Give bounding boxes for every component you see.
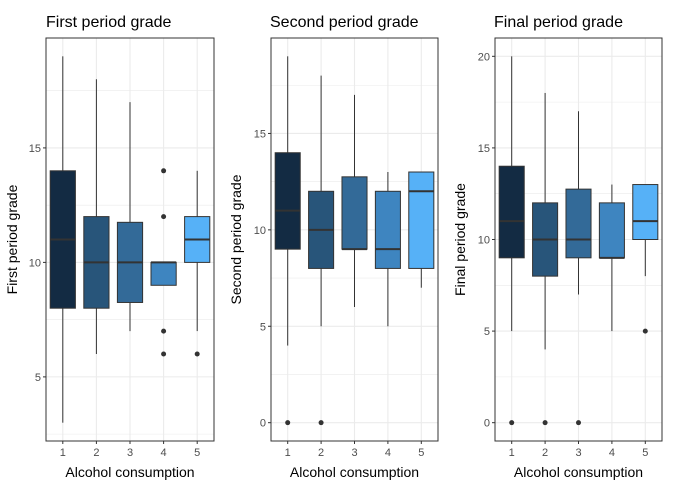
- outlier-point: [509, 420, 515, 426]
- y-tick-label: 5: [484, 326, 490, 338]
- x-tick-label: 5: [642, 447, 648, 459]
- x-axis-label: Alcohol consumption: [514, 464, 643, 480]
- x-tick-label: 1: [509, 447, 515, 459]
- outlier-point: [161, 214, 167, 220]
- y-tick-label: 20: [478, 51, 490, 63]
- outlier-point: [161, 328, 167, 334]
- panel-title: First period grade: [46, 14, 171, 31]
- box-4: [150, 261, 177, 286]
- y-tick-label: 5: [35, 372, 41, 384]
- x-tick-label: 5: [194, 447, 200, 459]
- x-tick-label: 2: [93, 447, 99, 459]
- box-1: [498, 165, 525, 259]
- outlier-point: [542, 420, 548, 426]
- box-3: [565, 188, 592, 259]
- box-5: [408, 171, 435, 269]
- x-tick-label: 1: [285, 447, 291, 459]
- y-axis-label: First period grade: [4, 184, 20, 294]
- x-tick-label: 4: [161, 447, 167, 459]
- box-4: [374, 190, 401, 269]
- x-tick-label: 2: [542, 447, 548, 459]
- x-tick-label: 3: [351, 447, 357, 459]
- x-tick-label: 2: [318, 447, 324, 459]
- panel-title: Final period grade: [494, 14, 623, 31]
- y-tick-label: 5: [260, 321, 266, 333]
- y-tick-label: 0: [484, 418, 490, 430]
- x-tick-label: 1: [60, 447, 66, 459]
- outlier-point: [318, 420, 324, 426]
- y-tick-label: 15: [254, 128, 266, 140]
- outlier-point: [642, 328, 648, 334]
- x-tick-label: 4: [385, 447, 391, 459]
- outlier-point: [576, 420, 581, 426]
- y-axis-label: Final period grade: [452, 183, 468, 296]
- x-tick-label: 3: [127, 447, 133, 459]
- outlier-point: [161, 168, 167, 174]
- box-1: [274, 152, 301, 250]
- outlier-point: [285, 420, 291, 426]
- y-tick-label: 10: [29, 257, 41, 269]
- y-tick-label: 0: [260, 418, 266, 430]
- y-tick-label: 10: [478, 235, 490, 247]
- y-tick-label: 10: [254, 225, 266, 237]
- outlier-point: [161, 351, 167, 357]
- box-3: [341, 176, 368, 250]
- y-axis-label: Second period grade: [228, 174, 244, 304]
- box-5: [632, 184, 659, 240]
- y-tick-label: 15: [478, 143, 490, 155]
- x-tick-label: 3: [575, 447, 581, 459]
- outlier-point: [194, 351, 200, 357]
- x-tick-label: 4: [609, 447, 615, 459]
- box-4: [598, 202, 625, 259]
- panel-title: Second period grade: [270, 14, 419, 31]
- x-tick-label: 5: [418, 447, 424, 459]
- y-tick-label: 15: [29, 143, 41, 155]
- x-axis-label: Alcohol consumption: [290, 464, 419, 480]
- x-axis-label: Alcohol consumption: [65, 464, 194, 480]
